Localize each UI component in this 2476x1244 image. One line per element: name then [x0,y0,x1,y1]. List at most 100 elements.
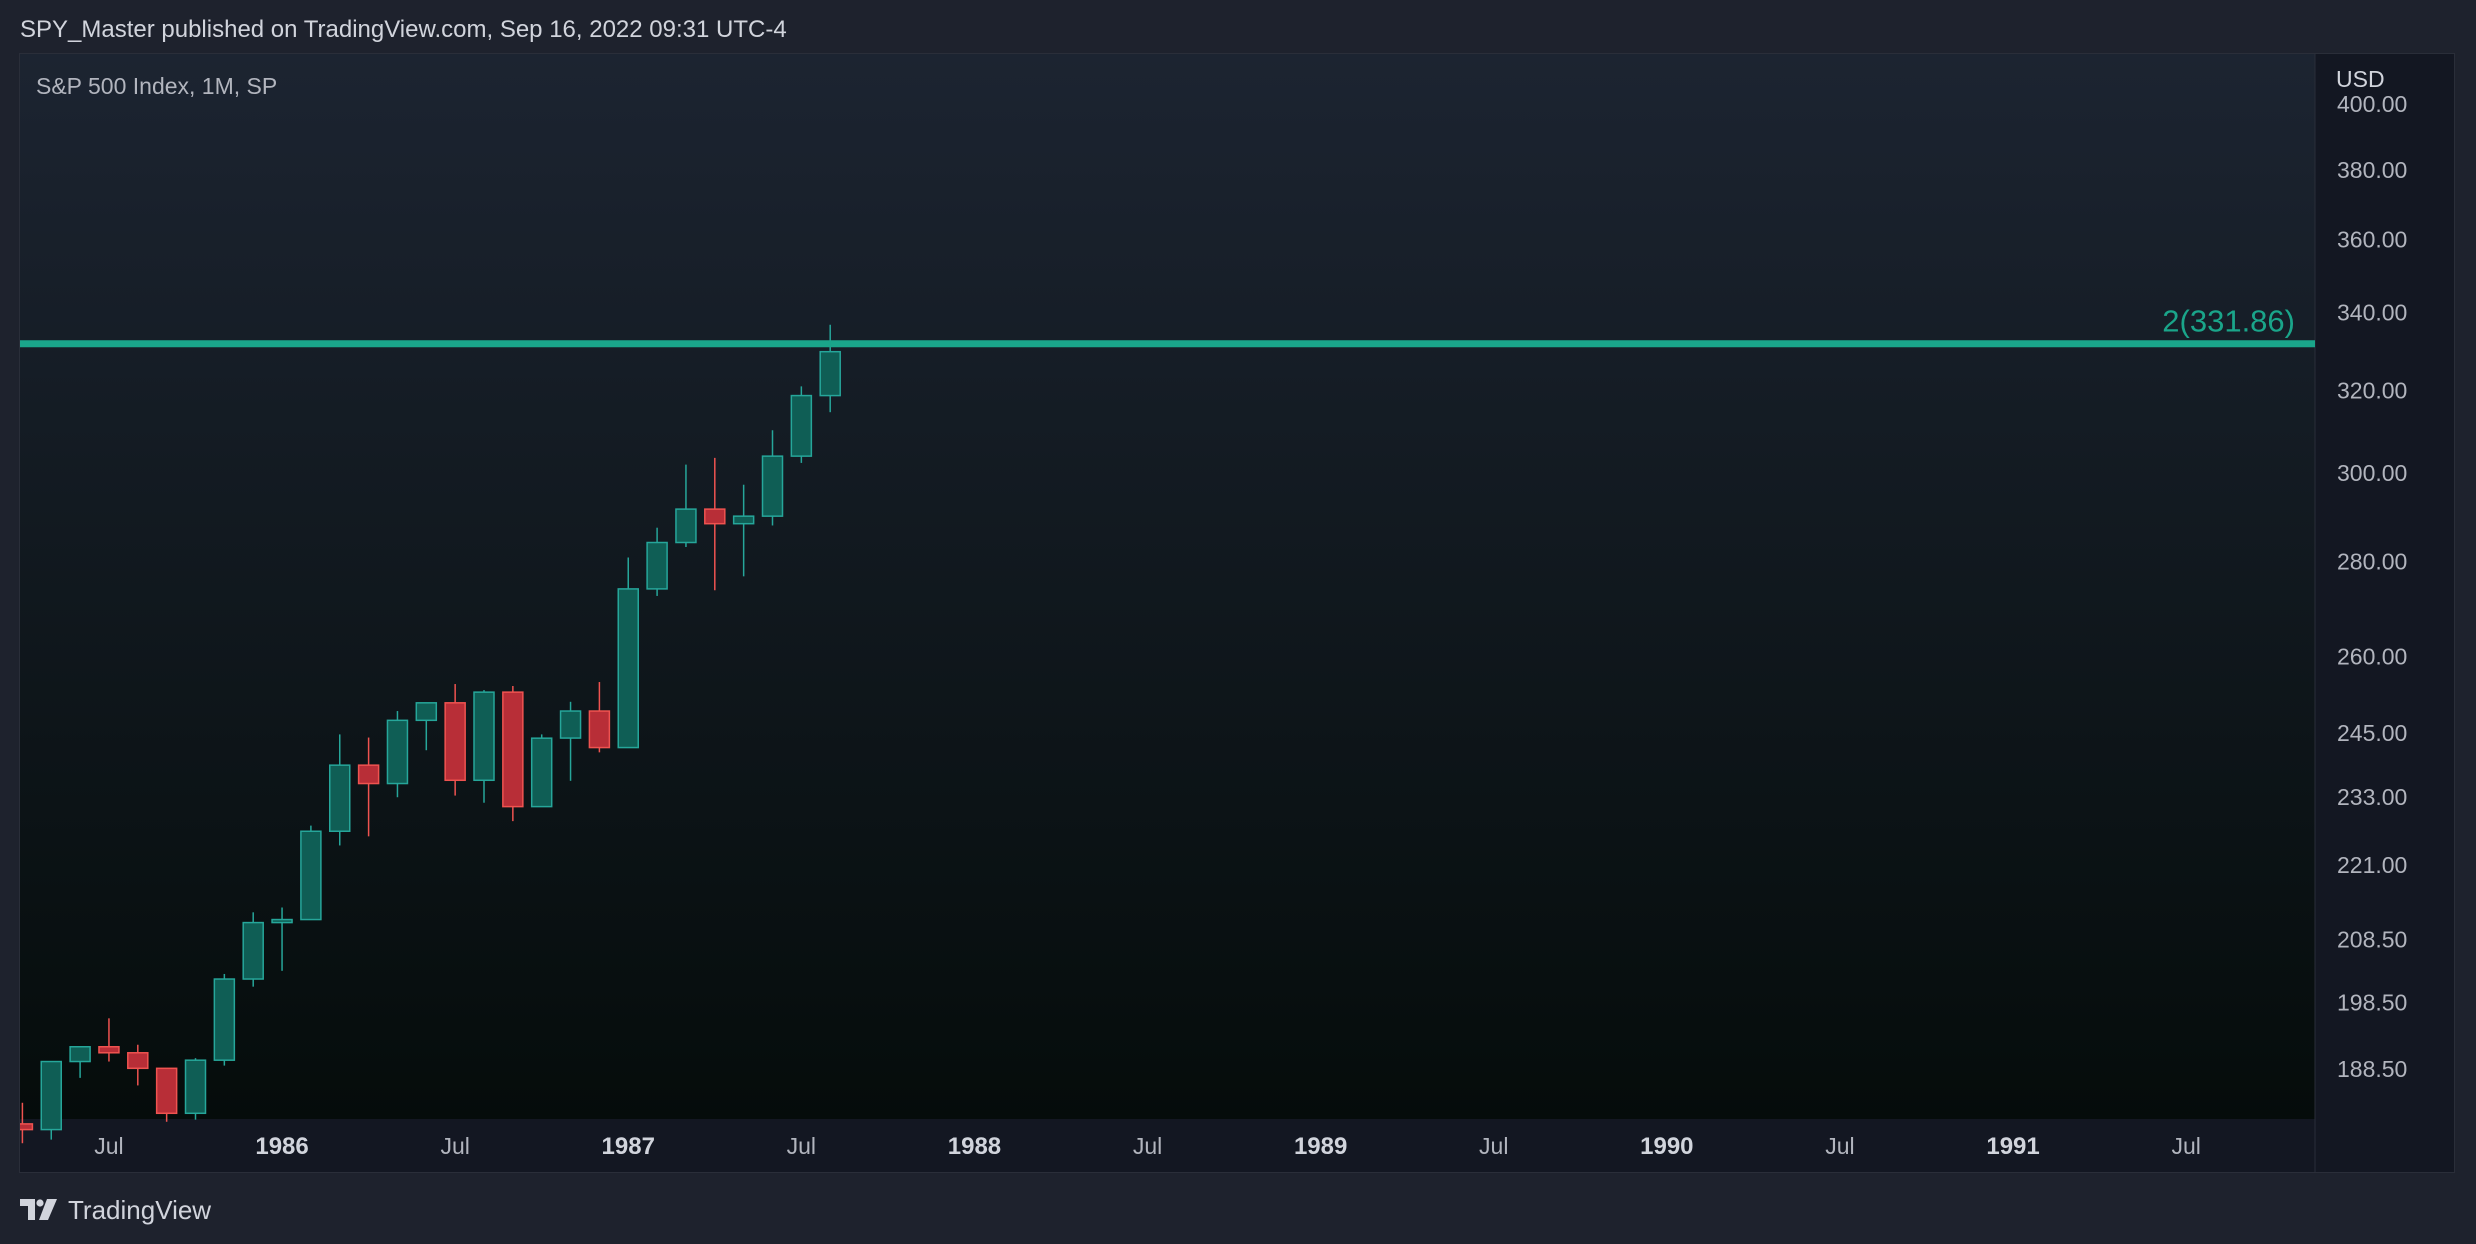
time-tick-label: 1986 [255,1133,308,1160]
price-axis[interactable]: 188.50 198.50 208.50 221.00 233.00 245.00 260.… [2337,91,2407,1082]
price-tick-label: 340.00 [2337,300,2407,326]
candle-body [646,541,668,590]
candle-body [588,710,611,749]
candle-body [502,691,524,808]
time-tick-label: 1990 [1640,1133,1693,1160]
candle-body [155,1067,178,1115]
price-tick-label: 300.00 [2337,460,2407,486]
candle [271,907,293,971]
candle-body [69,1045,91,1063]
candle [473,690,495,803]
candlestick-chart[interactable]: 2(331.86) 188.50 198.50 208.50 221.00 233.00… [20,54,2454,1172]
time-tick-label: Jul [94,1133,123,1159]
candle-body [790,394,813,457]
candle-body [329,764,351,832]
candle [761,430,784,526]
price-tick-label: 380.00 [2337,157,2407,183]
currency-label[interactable]: USD [2336,66,2385,92]
candle [213,973,236,1066]
candle [98,1018,120,1062]
candle-body [415,702,438,722]
time-tick-label: Jul [1825,1133,1854,1159]
price-tick-label: 245.00 [2337,720,2407,746]
candle [646,527,668,596]
candle [704,457,726,591]
candle [357,737,380,837]
candle [502,686,524,822]
horizontal-level[interactable]: 2(331.86) [20,304,2315,348]
candle [155,1067,178,1122]
time-tick-label: 1987 [602,1133,655,1160]
level-label: 2(331.86) [2162,304,2295,339]
candle-body [761,455,784,517]
candle-body [675,508,697,544]
tradingview-logo-text: TradingView [68,1194,212,1225]
candle-body [242,921,264,980]
time-tick-label: 1989 [1294,1133,1347,1160]
candle-body [617,588,639,749]
tradingview-logo-icon [20,1199,57,1220]
candle-body [40,1060,62,1131]
time-tick-label: Jul [1133,1133,1162,1159]
candle-body [530,737,553,808]
candle-body [559,710,582,739]
candle-body [732,515,755,525]
candle-body [127,1052,149,1070]
candle-body [819,350,841,397]
time-tick-label: 1991 [1986,1133,2039,1160]
candle [69,1045,91,1078]
candle [819,324,841,413]
chart-panel[interactable]: 2(331.86) 188.50 198.50 208.50 221.00 233.00… [19,53,2455,1173]
candle [415,702,438,751]
candle [444,684,466,796]
price-scale-background [2315,54,2454,1172]
candle [386,711,409,798]
price-tick-label: 400.00 [2337,91,2407,117]
price-tick-label: 221.00 [2337,852,2407,878]
candle [675,464,697,548]
candle [588,682,611,753]
candle [184,1058,207,1120]
candle [300,825,322,921]
time-tick-label: Jul [1479,1133,1508,1159]
price-tick-label: 198.50 [2337,990,2407,1016]
candle [329,734,351,846]
candle [242,912,264,987]
candle-body [704,508,726,525]
candle [40,1060,62,1140]
publisher-line: SPY_Master published on TradingView.com,… [20,16,787,43]
price-tick-label: 188.50 [2337,1056,2407,1082]
candle-body [473,691,495,782]
price-tick-label: 280.00 [2337,549,2407,575]
candle [790,386,813,463]
price-tick-label: 233.00 [2337,784,2407,810]
price-tick-label: 208.50 [2337,927,2407,953]
candle-body [271,918,293,924]
candle [127,1044,149,1086]
price-tick-label: 320.00 [2337,377,2407,403]
time-scale-background [20,1119,2315,1172]
candle-body [357,764,380,785]
candle [20,1102,34,1144]
candle-body [98,1045,120,1054]
candle-body [20,1123,34,1131]
candle-body [444,702,466,782]
candle [559,701,582,781]
candle [530,734,553,808]
tradingview-logo[interactable]: TradingView [20,1193,211,1227]
time-tick-label: 1988 [948,1133,1001,1160]
time-tick-label: Jul [440,1133,469,1159]
price-tick-label: 360.00 [2337,226,2407,252]
price-tick-label: 260.00 [2337,644,2407,670]
time-axis[interactable]: Jul 1986 Jul 1987 Jul 1988 Jul 1989 Jul 1990 Jul 19… [94,1133,2201,1160]
candle-body [386,719,409,785]
plot-background [20,54,2315,1119]
candle-body [213,978,236,1061]
candle-body [300,830,322,921]
series-legend[interactable]: S&P 500 Index, 1M, SP [36,73,278,99]
time-tick-label: Jul [787,1133,816,1159]
candles-layer [20,324,841,1144]
time-tick-label: Jul [2171,1133,2200,1159]
candle-body [184,1059,207,1115]
candle [617,557,639,749]
